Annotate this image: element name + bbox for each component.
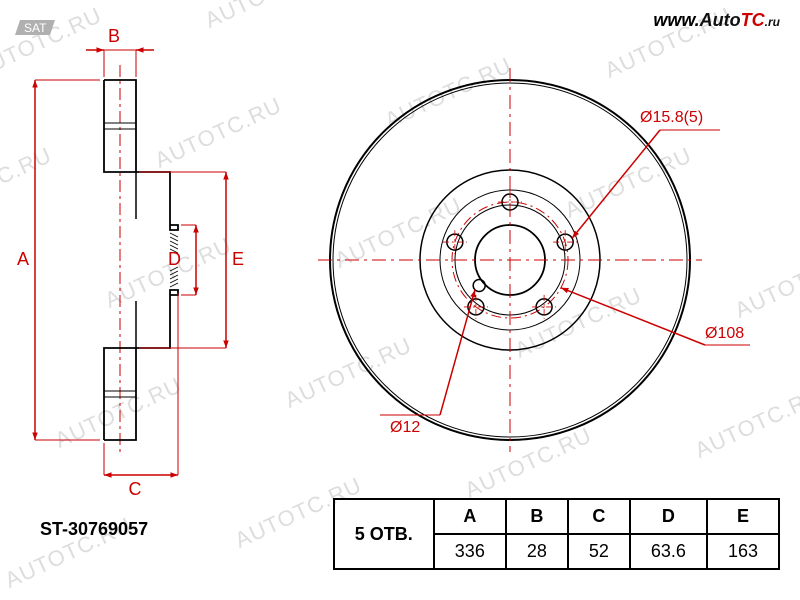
val-A: 336 [434,534,506,569]
col-B: B [506,499,568,534]
val-B: 28 [506,534,568,569]
svg-text:Ø108: Ø108 [705,325,744,342]
col-E: E [707,499,779,534]
val-D: 63.6 [630,534,707,569]
svg-text:E: E [232,249,244,269]
col-C: C [568,499,630,534]
val-E: 163 [707,534,779,569]
svg-text:A: A [17,249,29,269]
svg-text:D: D [168,249,181,269]
svg-text:B: B [108,26,120,46]
dimension-table: 5 OTB. A B C D E 336 28 52 63.6 163 [333,498,780,570]
val-C: 52 [568,534,630,569]
svg-text:Ø15.8(5): Ø15.8(5) [640,109,703,126]
table-row: 5 OTB. A B C D E [334,499,779,534]
col-D: D [630,499,707,534]
col-A: A [434,499,506,534]
svg-text:SAT: SAT [24,21,47,35]
svg-text:Ø12: Ø12 [390,419,420,436]
part-number: ST-30769057 [40,519,148,540]
row-label: 5 OTB. [334,499,434,569]
svg-text:C: C [129,479,142,499]
